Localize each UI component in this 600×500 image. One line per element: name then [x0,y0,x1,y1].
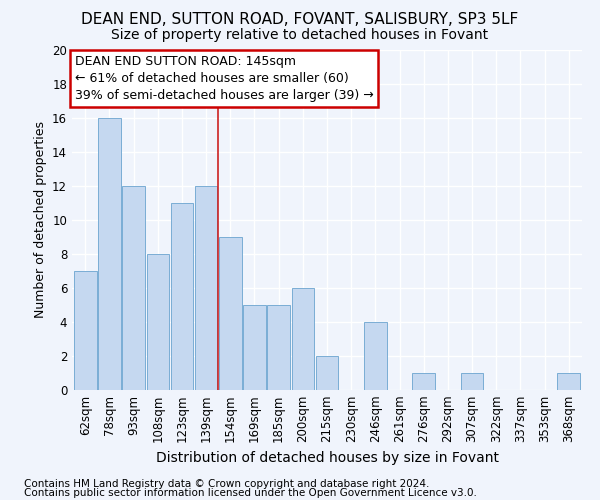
Text: Contains public sector information licensed under the Open Government Licence v3: Contains public sector information licen… [24,488,477,498]
Bar [364,322,386,390]
Y-axis label: Number of detached properties: Number of detached properties [34,122,47,318]
Bar [557,373,580,390]
Bar [98,118,121,390]
Bar [171,203,193,390]
Text: DEAN END SUTTON ROAD: 145sqm
← 61% of detached houses are smaller (60)
39% of se: DEAN END SUTTON ROAD: 145sqm ← 61% of de… [74,55,373,102]
Bar [219,237,242,390]
Bar [412,373,435,390]
Bar [146,254,169,390]
Text: DEAN END, SUTTON ROAD, FOVANT, SALISBURY, SP3 5LF: DEAN END, SUTTON ROAD, FOVANT, SALISBURY… [82,12,518,28]
Text: Contains HM Land Registry data © Crown copyright and database right 2024.: Contains HM Land Registry data © Crown c… [24,479,430,489]
Bar [292,288,314,390]
Bar [122,186,145,390]
Bar [195,186,217,390]
Bar [461,373,483,390]
Bar [268,305,290,390]
Bar [74,271,97,390]
X-axis label: Distribution of detached houses by size in Fovant: Distribution of detached houses by size … [155,451,499,465]
Bar [243,305,266,390]
Text: Size of property relative to detached houses in Fovant: Size of property relative to detached ho… [112,28,488,42]
Bar [316,356,338,390]
